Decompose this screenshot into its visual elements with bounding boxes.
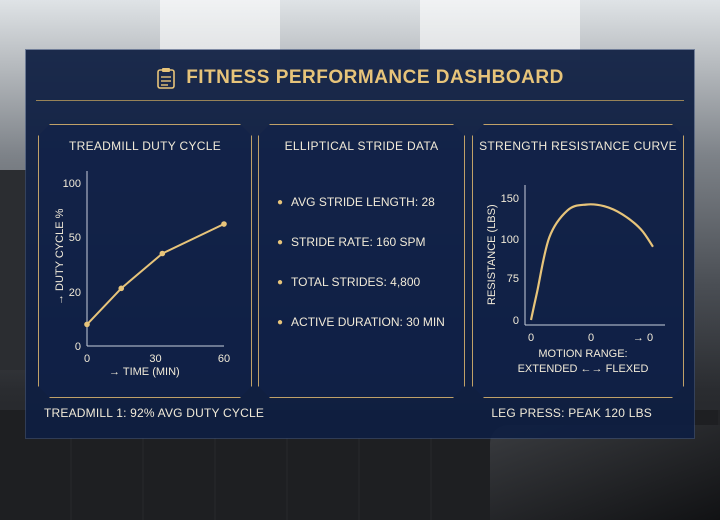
data-point [221,221,227,227]
y-tick-label: 100 [501,234,519,246]
elliptical-card-title: ELLIPTICAL STRIDE DATA [284,139,439,153]
data-point [160,251,166,257]
x-tick-label: → 0 [633,332,653,344]
y-tick-label: 150 [501,193,519,205]
treadmill-duty-cycle-chart: 0 20 50 100 0 30 60 → DUTY CYCLE % → TIME (MI… [39,125,251,397]
page-title: FITNESS PERFORMANCE DASHBOARD [186,67,564,88]
x-tick-label: 0 [84,353,90,365]
bullet-dot-icon: ● [277,196,284,208]
x-axis-label-line-2: EXTENDED ←→ FLEXED [518,363,649,375]
y-tick-label: 0 [75,341,81,353]
data-point [84,322,90,328]
duty-cycle-line [87,224,224,324]
list-item: ● ACTIVE DURATION: 30 MIN [277,315,445,329]
y-tick-label: 50 [69,232,81,244]
list-item: ● AVG STRIDE LENGTH: 28 [277,195,435,209]
y-tick-label: 20 [69,287,81,299]
x-tick-label: 0 [588,332,594,344]
y-axis-label: → DUTY CYCLE % [54,208,66,305]
treadmill-card: TREADMILL DUTY CYCLE 0 20 50 100 0 30 60 → DU… [38,124,252,398]
strength-footer: LEG PRESS: PEAK 120 LBS [491,406,652,420]
clipboard-icon [157,68,175,89]
y-tick-label: 100 [63,178,81,190]
x-axis-label-line-1: MOTION RANGE: [538,348,627,360]
x-axis-label: → TIME (MIN) [109,366,180,378]
y-tick-label: 0 [513,315,519,327]
treadmill-footer: TREADMILL 1: 92% AVG DUTY CYCLE [44,406,265,420]
stride-stats-list: ● AVG STRIDE LENGTH: 28 ● STRIDE RATE: 160… [277,195,445,355]
data-point [118,286,124,292]
bullet-dot-icon: ● [277,236,284,248]
elliptical-card: ELLIPTICAL STRIDE DATA ● AVG STRIDE LENGT… [258,124,465,398]
dashboard-panel: FITNESS PERFORMANCE DASHBOARD TREADMILL … [26,50,694,438]
strength-card-title: STRENGTH RESISTANCE CURVE [479,139,677,153]
list-item: ● STRIDE RATE: 160 SPM [277,235,426,249]
x-tick-label: 30 [149,353,161,365]
bullet-dot-icon: ● [277,316,284,328]
x-tick-label: 0 [528,332,534,344]
x-tick-label: 60 [218,353,230,365]
y-tick-label: 75 [507,273,519,285]
strength-card: STRENGTH RESISTANCE CURVE 0 75 100 150 0 0 → … [472,124,684,398]
bullet-dot-icon: ● [277,276,284,288]
treadmill-card-title: TREADMILL DUTY CYCLE [68,139,222,153]
dashboard-header: FITNESS PERFORMANCE DASHBOARD [26,60,694,96]
header-divider [36,100,684,101]
list-item: ● TOTAL STRIDES: 4,800 [277,275,421,289]
y-axis-label: RESISTANCE (LBS) [486,204,498,305]
resistance-curve [531,204,653,320]
